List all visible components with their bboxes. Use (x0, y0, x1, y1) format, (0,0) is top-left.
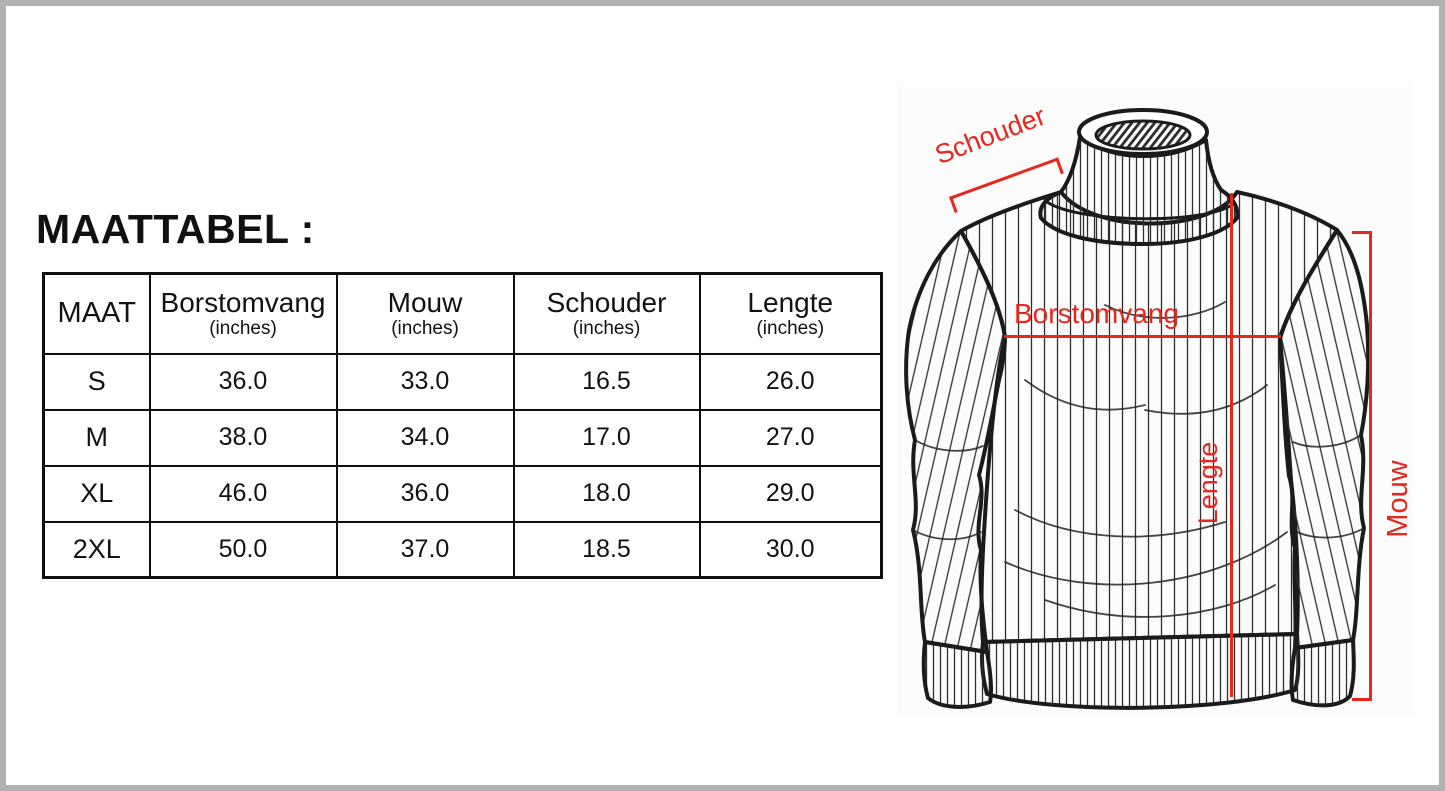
column-label: MAAT (57, 297, 136, 330)
table-cell: 36.0 (148, 352, 338, 411)
column-label: Schouder (546, 287, 667, 319)
sweater-illustration (904, 108, 1371, 710)
table-header-cell: Borstomvang (inches) (148, 272, 338, 355)
sweater-right-cuff (1289, 638, 1356, 708)
borstomvang-dimension-line (1004, 335, 1281, 338)
mouw-bottom-tick (1352, 698, 1372, 701)
table-header-cell: Schouder (inches) (512, 272, 701, 355)
sweater-left-sleeve (904, 229, 1007, 654)
mouw-top-tick (1352, 231, 1372, 234)
collar-opening (1094, 119, 1192, 151)
sweater-hem-band (980, 632, 1301, 710)
table-cell: 36.0 (335, 464, 515, 523)
column-unit: (inches) (209, 318, 277, 340)
table-header-cell: Lengte (inches) (698, 272, 883, 355)
column-unit: (inches) (756, 318, 825, 340)
fabric-folds (912, 301, 1365, 618)
lengte-dimension-line (1230, 193, 1233, 697)
table-cell: 38.0 (148, 408, 338, 467)
table-row: 2XL 50.0 37.0 18.5 30.0 (42, 520, 883, 579)
column-unit: (inches) (391, 318, 459, 340)
page-title: MAATTABEL : (36, 206, 315, 252)
sweater-body (959, 190, 1339, 644)
table-cell: 37.0 (335, 520, 515, 579)
table-cell: 46.0 (148, 464, 338, 523)
table-row: XL 46.0 36.0 18.0 29.0 (42, 464, 883, 523)
column-label: Lengte (747, 287, 834, 319)
size-table: MAAT Borstomvang (inches) Mouw (inches) … (42, 272, 883, 579)
lengte-label: Lengte (1193, 441, 1223, 525)
table-header-cell: Mouw (inches) (335, 272, 515, 355)
mouw-dimension-line (1369, 231, 1372, 701)
table-cell: 18.5 (512, 520, 701, 579)
column-label: Borstomvang (160, 287, 326, 319)
table-row: S 36.0 33.0 16.5 26.0 (42, 352, 883, 411)
size-cell: XL (42, 464, 151, 523)
table-cell: 29.0 (698, 464, 883, 523)
table-cell: 33.0 (335, 352, 515, 411)
table-header-cell: MAAT (42, 272, 151, 355)
table-cell: 30.0 (698, 520, 883, 579)
column-unit: (inches) (572, 318, 641, 340)
table-cell: 27.0 (698, 408, 883, 467)
mouw-label: Mouw (1382, 460, 1414, 538)
sweater-left-cuff (921, 640, 993, 709)
table-cell: 50.0 (148, 520, 338, 579)
table-cell: 18.0 (512, 464, 701, 523)
table-cell: 34.0 (335, 408, 515, 467)
table-cell: 26.0 (698, 352, 883, 411)
table-row: M 38.0 34.0 17.0 27.0 (42, 408, 883, 467)
size-cell: 2XL (42, 520, 151, 579)
table-cell: 16.5 (512, 352, 701, 411)
size-cell: M (42, 408, 151, 467)
collar-roll-crease (1045, 200, 1235, 221)
table-header-row: MAAT Borstomvang (inches) Mouw (inches) … (42, 272, 883, 355)
table-cell: 17.0 (512, 408, 701, 467)
size-cell: S (42, 352, 151, 411)
borstomvang-label: Borstomvang (1014, 298, 1179, 329)
column-label: Mouw (387, 287, 463, 319)
